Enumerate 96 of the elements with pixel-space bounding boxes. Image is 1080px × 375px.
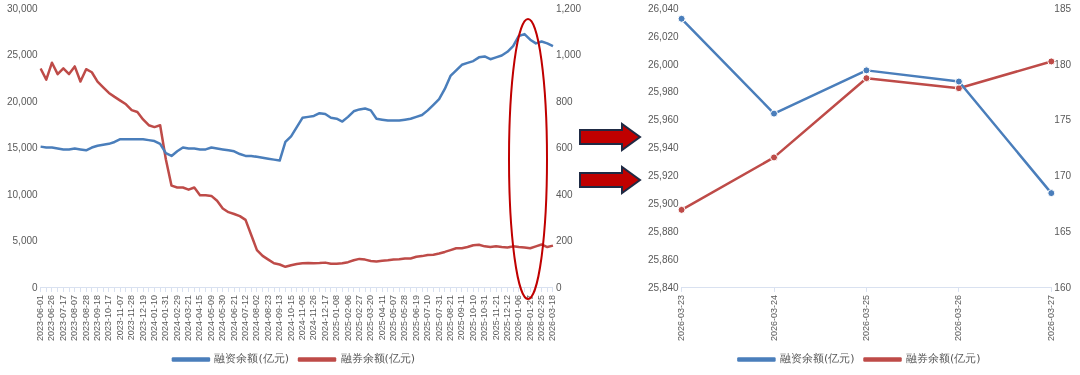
x-tick-label: 2025-01-08 (331, 294, 342, 342)
y2-tick-label: 175 (1054, 114, 1072, 126)
x-tick-label: 2024-07-12 (240, 294, 251, 342)
legend-label: 融券余额(亿元) (906, 352, 981, 366)
y-tick-label: 25,900 (647, 198, 680, 210)
x-tick-label: 2023-11-28 (126, 294, 137, 341)
x-tick-label: 2025-04-11 (376, 294, 387, 341)
y-tick-label: 25,960 (647, 114, 680, 126)
x-tick-label: 2025-10-10 (467, 294, 478, 342)
x-tick-label: 2024-01-10 (148, 294, 159, 342)
legend-label: 融券余额(亿元) (340, 352, 416, 366)
y-tick-label: 0 (32, 281, 39, 293)
point (954, 77, 963, 86)
y-tick-label: 25,000 (6, 49, 39, 61)
x-tick-label: 2023-12-19 (137, 294, 148, 342)
y2-tick-label: 600 (555, 142, 574, 154)
x-tick-label: 2023-08-28 (80, 294, 91, 342)
y2-tick-label: 185 (1054, 2, 1072, 14)
y2-tick-label: 200 (555, 235, 574, 247)
x-tick-label: 2026-03-26 (953, 294, 964, 342)
y2-tick-label: 0 (555, 281, 562, 293)
y-tick-label: 20,000 (6, 95, 39, 107)
y-tick-label: 25,840 (647, 281, 680, 293)
point (770, 109, 779, 118)
x-tick-label: 2026-03-24 (768, 294, 779, 342)
x-tick-label: 2023-11-07 (114, 294, 125, 341)
x-tick-label: 2025-12-12 (501, 294, 512, 342)
x-tick-label: 2026-01-27 (524, 294, 535, 342)
y2-tick-label: 400 (555, 188, 574, 200)
y2-tick-label: 160 (1054, 281, 1072, 293)
y2-tick-label: 1,200 (555, 2, 582, 14)
x-tick-label: 2024-08-23 (262, 294, 273, 342)
x-tick-label: 2023-09-18 (92, 294, 102, 342)
y2-tick-label: 165 (1054, 225, 1072, 237)
y-tick-label: 26,020 (647, 30, 680, 42)
x-tick-label: 2025-07-10 (422, 294, 433, 342)
point (1047, 57, 1056, 66)
y-tick-label: 10,000 (6, 188, 39, 200)
y2-tick-label: 1,000 (555, 49, 582, 61)
y-tick-label: 26,040 (647, 2, 680, 14)
x-tick-label: 2023-06-26 (46, 294, 57, 342)
x-tick-label: 2024-09-13 (274, 294, 285, 342)
y2-tick-label: 800 (555, 95, 574, 107)
x-tick-label: 2025-09-11 (456, 294, 467, 341)
point (677, 205, 686, 214)
point (862, 74, 871, 83)
x-tick-label: 2025-03-20 (365, 294, 376, 342)
x-tick-label: 2024-05-09 (205, 294, 216, 342)
y-tick-label: 30,000 (6, 2, 39, 14)
y-tick-label: 5,000 (12, 235, 39, 247)
x-tick-label: 2026-03-23 (676, 294, 687, 342)
x-tick-label: 2024-02-29 (171, 294, 182, 342)
x-tick-label: 2024-06-21 (228, 294, 239, 342)
x-tick-label: 2026-03-27 (1045, 294, 1056, 342)
legend-label: 融资余额(亿元) (214, 352, 290, 366)
x-tick-label: 2024-11-26 (308, 294, 319, 341)
x-tick-label: 2025-02-06 (342, 294, 353, 342)
x-tick-label: 2023-08-07 (69, 294, 80, 342)
x-tick-label: 2024-11-05 (296, 294, 307, 341)
x-tick-label: 2025-07-31 (433, 294, 444, 342)
x-tick-label: 2026-01-06 (513, 294, 524, 342)
y-tick-label: 25,920 (647, 170, 680, 182)
x-tick-label: 2026-03-18 (547, 294, 558, 342)
x-tick-label: 2024-05-30 (217, 294, 228, 342)
point (1047, 189, 1056, 198)
y-tick-label: 25,860 (647, 253, 680, 265)
x-tick-label: 2024-04-15 (194, 294, 205, 342)
x-tick-label: 2025-08-21 (444, 294, 455, 342)
x-tick-label: 2026-02-25 (536, 294, 547, 342)
x-tick-label: 2026-03-25 (860, 294, 871, 342)
x-tick-label: 2025-10-31 (479, 294, 490, 342)
y-tick-label: 25,940 (647, 142, 680, 154)
x-tick-label: 2024-03-21 (183, 294, 194, 342)
y2-tick-label: 180 (1054, 58, 1072, 70)
x-tick-label: 2023-06-01 (35, 294, 46, 342)
x-tick-label: 2025-11-21 (490, 294, 501, 341)
point (770, 153, 779, 162)
x-tick-label: 2025-05-28 (399, 294, 410, 342)
y-tick-label: 26,000 (647, 58, 680, 70)
x-tick-label: 2023-07-17 (57, 294, 68, 342)
point (954, 84, 963, 93)
point (862, 66, 871, 75)
y-tick-label: 15,000 (6, 142, 39, 154)
x-tick-label: 2024-10-15 (285, 294, 296, 342)
point (677, 14, 686, 23)
x-tick-label: 2024-08-02 (251, 294, 262, 342)
y-tick-label: 25,980 (647, 86, 680, 98)
x-tick-label: 2025-06-19 (410, 294, 421, 342)
x-tick-label: 2024-01-31 (160, 294, 171, 342)
x-tick-label: 2025-02-27 (353, 294, 364, 342)
legend-label: 融资余额(亿元) (779, 352, 855, 366)
x-tick-label: 2024-12-17 (319, 294, 330, 342)
y-tick-label: 25,880 (647, 225, 680, 237)
x-tick-label: 2023-10-17 (103, 294, 114, 342)
x-tick-label: 2025-05-07 (388, 294, 399, 342)
y2-tick-label: 170 (1054, 170, 1072, 182)
